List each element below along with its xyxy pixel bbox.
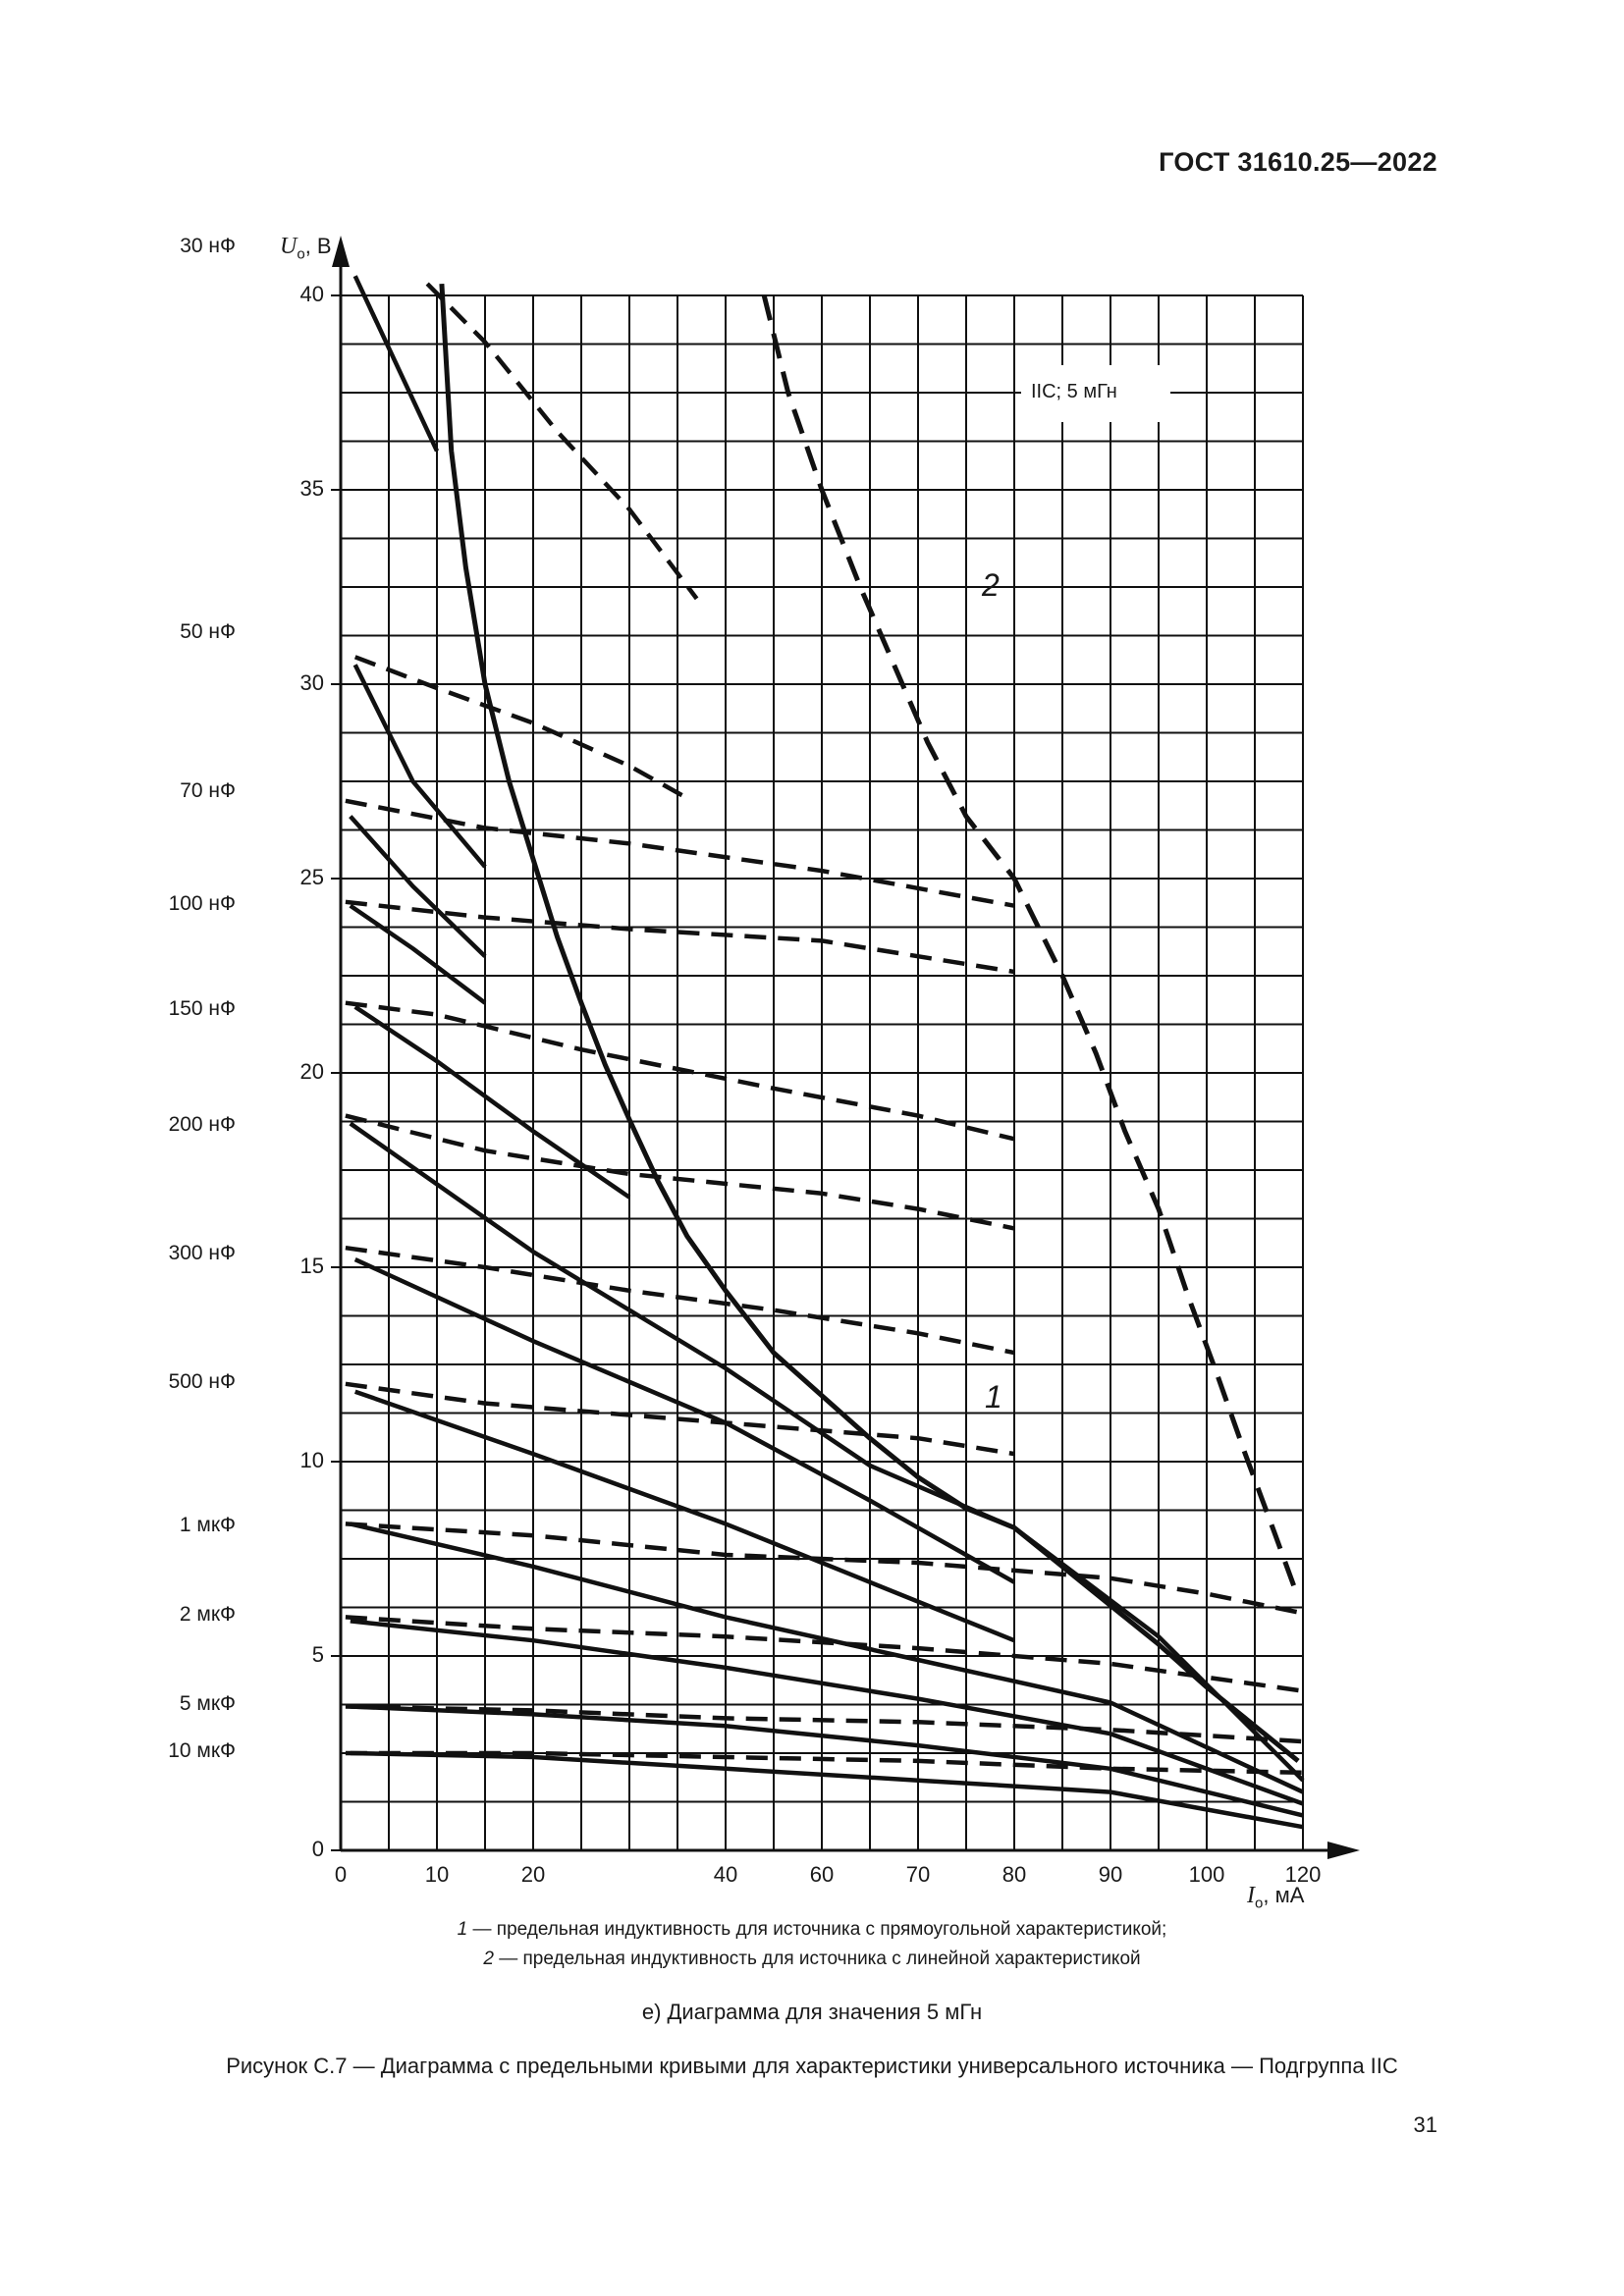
capacitance-label: 70 нФ (180, 778, 236, 802)
y-tick-label: 10 (299, 1448, 324, 1472)
legend-item-1: 1 — предельная индуктивность для источни… (457, 1919, 1167, 1940)
page-number: 31 (1413, 2112, 1437, 2137)
curve-label-2: 2 (982, 567, 1000, 603)
curve-50-нф-solid (352, 664, 487, 869)
curve-label-1: 1 (985, 1379, 1002, 1415)
x-tick-label: 0 (334, 1862, 348, 1887)
curve-2-мкф-solid (350, 1619, 1304, 1806)
x-tick-label: 60 (809, 1862, 835, 1887)
chart-curves (345, 275, 1305, 1830)
figure-subcaption: е) Диаграмма для значения 5 мГн (641, 2000, 983, 2024)
y-tick-label: 15 (299, 1254, 324, 1278)
curve-70-нф-solid (349, 815, 487, 958)
curve-70-нф-dashed (345, 798, 1015, 908)
x-tick-label: 120 (1284, 1862, 1322, 1887)
curve-10-мкф-dashed (345, 1750, 1304, 1776)
y-tick-label: 40 (299, 282, 324, 306)
curve-200-нф-dashed (345, 1113, 1015, 1231)
curve-curve-2-linear-source-limit- (761, 294, 1301, 1599)
curve-2-мкф-dashed (345, 1615, 1304, 1693)
curve-curve-1-rectangular-source-limit- (439, 283, 1300, 1763)
curve-150-нф-dashed (345, 1000, 1015, 1142)
capacitance-label: 1 мкФ (179, 1514, 236, 1537)
curve-1-мкф-solid (350, 1522, 1304, 1794)
curve-5-мкф-dashed (345, 1704, 1304, 1744)
x-tick-label: 100 (1188, 1862, 1225, 1887)
capacitance-label: 10 мкФ (168, 1739, 236, 1762)
capacitance-label: 50 нФ (180, 619, 236, 643)
curve-30-нф-dashed (425, 282, 699, 601)
capacitance-label: 100 нФ (168, 891, 236, 915)
capacitance-label: 300 нФ (168, 1242, 236, 1265)
capacitance-label: 30 нФ (180, 235, 236, 258)
legend-item-2: 2 — предельная индуктивность для источни… (483, 1949, 1141, 1969)
chart-annotation-box: IIC; 5 мГн (1025, 381, 1123, 403)
curve-10-мкф-solid (350, 1750, 1304, 1830)
capacitance-label: 200 нФ (168, 1113, 236, 1137)
curve-5-мкф-solid (350, 1704, 1304, 1818)
document-header: ГОСТ 31610.25—2022 (1159, 147, 1437, 177)
x-tick-label: 70 (905, 1862, 931, 1887)
curve-30-нф-solid (352, 275, 440, 453)
capacitance-label: 5 мкФ (179, 1692, 236, 1716)
y-tick-label: 5 (311, 1642, 324, 1667)
figure-caption: Рисунок С.7 — Диаграмма с предельными кр… (226, 2054, 1398, 2078)
x-tick-label: 90 (1098, 1862, 1123, 1887)
curve-100-нф-solid (349, 903, 487, 1005)
x-tick-label: 80 (1001, 1862, 1027, 1887)
curve-100-нф-dashed (345, 899, 1015, 975)
y-tick-label: 35 (299, 476, 324, 501)
y-tick-label: 25 (299, 865, 324, 889)
curve-500-нф-solid (353, 1389, 1015, 1643)
curve-200-нф-solid (349, 1121, 1305, 1783)
y-tick-label: 0 (311, 1837, 324, 1861)
y-axis-label: Uо, В (280, 234, 332, 263)
y-tick-label: 20 (299, 1059, 324, 1084)
capacitance-label: 500 нФ (168, 1369, 236, 1393)
curve-1-мкф-dashed (345, 1522, 1304, 1616)
chart-axes (331, 236, 1360, 1859)
x-axis-label: Iо, мА (1247, 1883, 1305, 1912)
x-tick-label: 40 (713, 1862, 738, 1887)
curve-500-нф-dashed (345, 1381, 1015, 1457)
curve-50-нф-dashed (353, 655, 693, 803)
curve-300-нф-dashed (345, 1245, 1015, 1356)
x-tick-label: 10 (424, 1862, 450, 1887)
capacitance-label: 2 мкФ (179, 1603, 236, 1627)
chart-grid (341, 294, 1304, 1850)
y-tick-label: 30 (299, 670, 324, 695)
x-tick-label: 20 (520, 1862, 546, 1887)
capacitance-label: 150 нФ (168, 996, 236, 1020)
